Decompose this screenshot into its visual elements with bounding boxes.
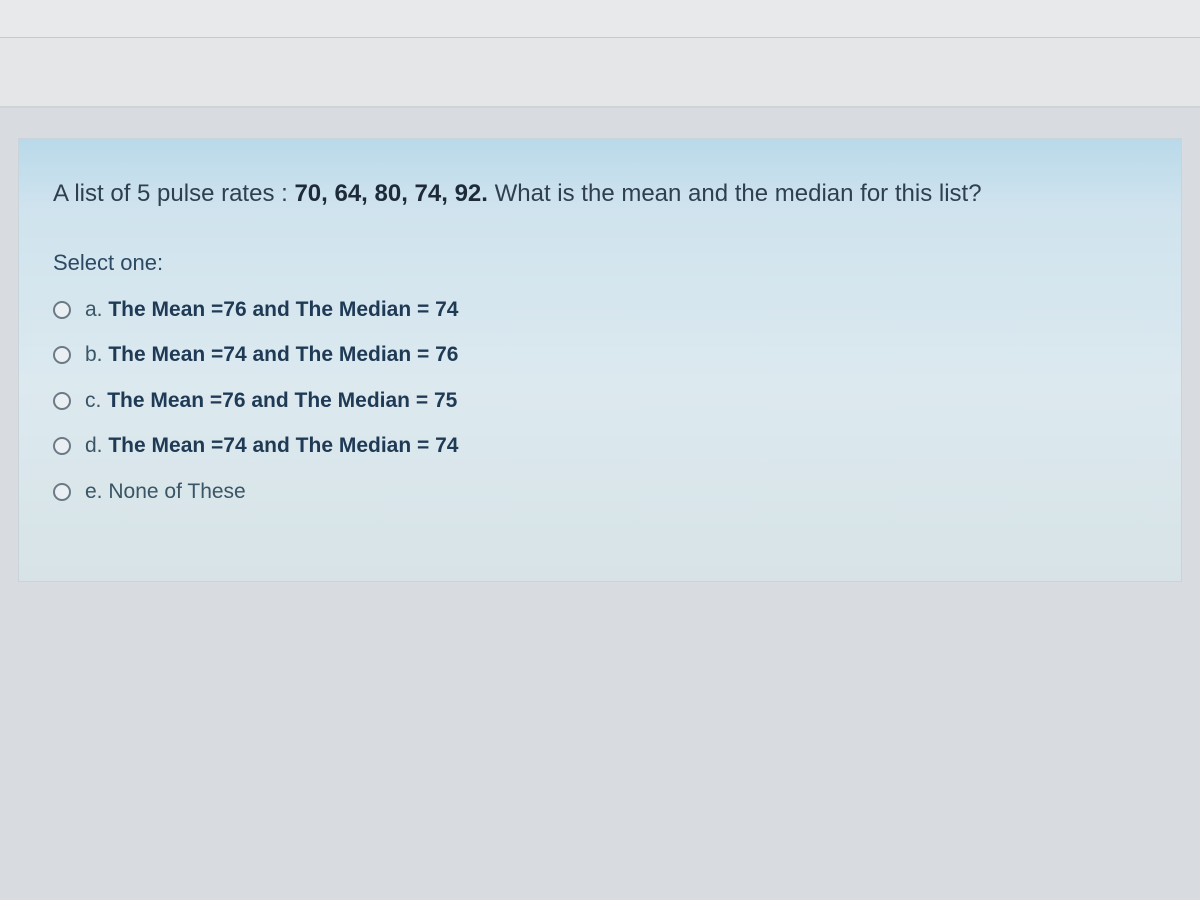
- radio-c[interactable]: [53, 392, 71, 410]
- option-a[interactable]: a. The Mean =76 and The Median = 74: [53, 294, 1147, 326]
- option-b[interactable]: b. The Mean =74 and The Median = 76: [53, 339, 1147, 371]
- browser-chrome-strip: [0, 0, 1200, 38]
- stem-tail-text: What is the mean and the median for this…: [495, 180, 982, 207]
- answer-options-list: a. The Mean =76 and The Median = 74 b. T…: [53, 294, 1147, 508]
- option-c-label: c. The Mean =76 and The Median = 75: [85, 385, 457, 417]
- option-b-label: b. The Mean =74 and The Median = 76: [85, 339, 458, 371]
- option-b-letter: b.: [85, 343, 103, 366]
- stem-lead-text: A list of 5 pulse rates :: [53, 180, 294, 207]
- radio-e[interactable]: [53, 483, 71, 501]
- stem-data-values: 70, 64, 80, 74, 92.: [294, 180, 488, 207]
- option-d-letter: d.: [85, 434, 103, 457]
- toolbar-spacer: [0, 38, 1200, 108]
- option-a-letter: a.: [85, 298, 103, 321]
- question-panel: A list of 5 pulse rates : 70, 64, 80, 74…: [18, 138, 1182, 582]
- option-b-text: The Mean =74 and The Median = 76: [108, 343, 458, 366]
- option-e-label: e. None of These: [85, 476, 246, 508]
- option-d-text: The Mean =74 and The Median = 74: [108, 434, 458, 457]
- option-a-text: The Mean =76 and The Median = 74: [108, 298, 458, 321]
- radio-d[interactable]: [53, 437, 71, 455]
- question-stem: A list of 5 pulse rates : 70, 64, 80, 74…: [53, 177, 1147, 212]
- option-e-text: None of These: [108, 480, 245, 503]
- radio-b[interactable]: [53, 346, 71, 364]
- option-a-label: a. The Mean =76 and The Median = 74: [85, 294, 458, 326]
- select-one-label: Select one:: [53, 250, 1147, 276]
- option-d[interactable]: d. The Mean =74 and The Median = 74: [53, 430, 1147, 462]
- option-c-letter: c.: [85, 389, 101, 412]
- option-c[interactable]: c. The Mean =76 and The Median = 75: [53, 385, 1147, 417]
- option-c-text: The Mean =76 and The Median = 75: [107, 389, 457, 412]
- radio-a[interactable]: [53, 301, 71, 319]
- option-e-letter: e.: [85, 480, 103, 503]
- option-d-label: d. The Mean =74 and The Median = 74: [85, 430, 458, 462]
- option-e[interactable]: e. None of These: [53, 476, 1147, 508]
- empty-space-below: [0, 582, 1200, 882]
